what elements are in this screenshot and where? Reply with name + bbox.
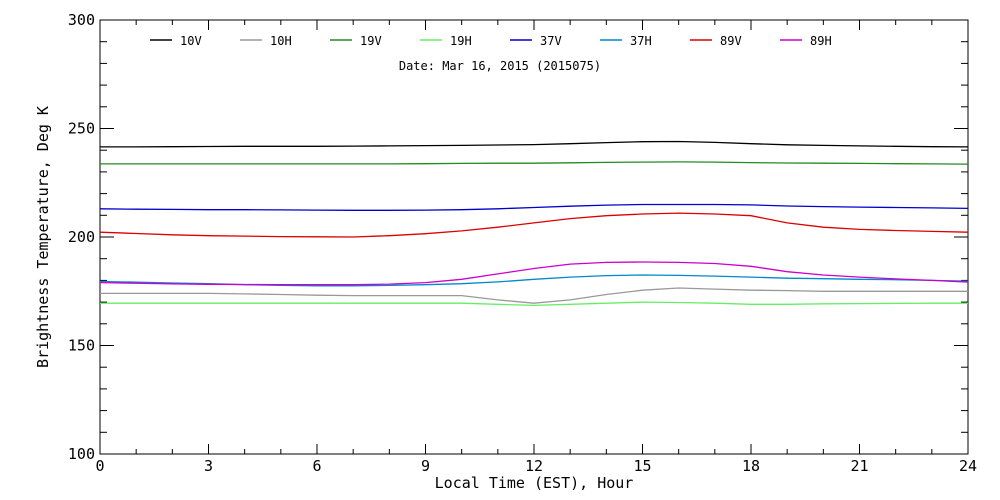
y-tick-label: 200 [68, 228, 95, 246]
series-line-10v [100, 140, 969, 148]
x-axis: 0 3 6 9 12 15 18 21 24 [95, 20, 977, 475]
x-tick-label: 3 [204, 457, 213, 475]
x-tick-label: 15 [633, 457, 651, 475]
legend-label-37v: 37V [540, 34, 562, 48]
legend-label-37h: 37H [630, 34, 652, 48]
series-line-10h [100, 287, 968, 304]
legend-label-89h: 89H [810, 34, 832, 48]
y-tick-label: 250 [68, 120, 95, 138]
series-line-19v [100, 161, 969, 165]
legend-label-10v: 10V [180, 34, 202, 48]
legend-label-10h: 10H [270, 34, 292, 48]
legend: 10V 10H 19V 19H 37V 37H 89V 89H [150, 34, 832, 48]
series-line-89h [99, 261, 969, 286]
legend-label-89v: 89V [720, 34, 742, 48]
x-tick-label: 21 [850, 457, 868, 475]
y-axis-title: Brightness Temperature, Deg K [34, 106, 52, 368]
x-tick-label: 6 [312, 457, 321, 475]
x-axis-title: Local Time (EST), Hour [435, 474, 634, 492]
y-tick-label: 150 [68, 337, 95, 355]
plot-frame [99, 19, 969, 455]
y-tick-label: 300 [68, 11, 95, 29]
legend-label-19v: 19V [360, 34, 382, 48]
series-lines [99, 140, 969, 307]
date-annotation: Date: Mar 16, 2015 (2015075) [399, 59, 601, 73]
series-line-19h [100, 301, 968, 307]
x-tick-label: 24 [959, 457, 977, 475]
series-line-89v [99, 212, 969, 238]
y-tick-label: 100 [68, 445, 95, 463]
x-tick-label: 18 [742, 457, 760, 475]
x-tick-label: 12 [525, 457, 543, 475]
x-tick-label: 0 [95, 457, 104, 475]
series-line-37v [99, 203, 969, 211]
y-axis: 100 150 200 250 300 [68, 11, 968, 463]
x-tick-label: 9 [421, 457, 430, 475]
legend-label-19h: 19H [450, 34, 472, 48]
